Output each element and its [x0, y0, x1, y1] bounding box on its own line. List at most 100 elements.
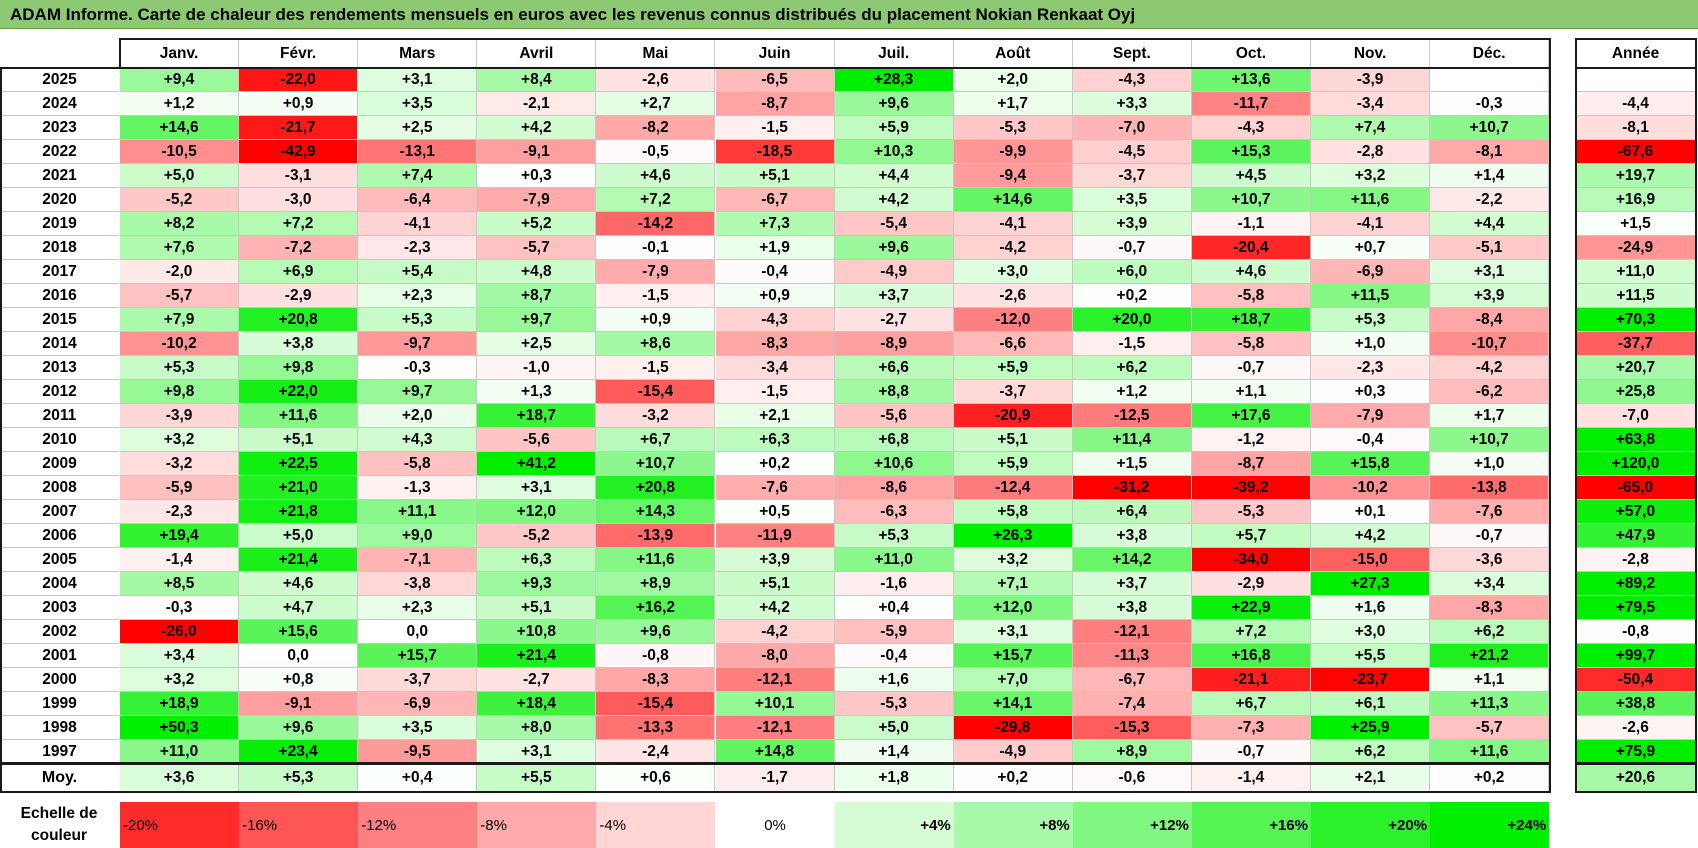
heatmap-cell: -22,0 [239, 68, 359, 92]
heatmap-cell: +5,0 [239, 524, 359, 548]
row-year-label: 2019 [0, 212, 119, 236]
column-header: Févr. [239, 40, 359, 68]
heatmap-cell: +3,8 [239, 332, 359, 356]
heatmap-cell: +1,1 [1191, 380, 1311, 404]
heatmap-cell: +2,0 [358, 404, 478, 428]
heatmap-cell: -9,9 [953, 140, 1073, 164]
heatmap-cell: +8,2 [120, 212, 240, 236]
heatmap-cell: -3,4 [1311, 92, 1431, 116]
heatmap-cell: -5,3 [834, 692, 954, 716]
heatmap-cell: +0,3 [1311, 380, 1431, 404]
heatmap-cell: +18,4 [477, 692, 597, 716]
heatmap-cell: -9,5 [358, 740, 478, 764]
heatmap-cell: -4,1 [1311, 212, 1431, 236]
annual-cell: -8,1 [1576, 116, 1696, 140]
heatmap-cell: -5,3 [1191, 500, 1311, 524]
annual-cell: -4,4 [1576, 92, 1696, 116]
heatmap-cell: +18,7 [477, 404, 597, 428]
heatmap-cell: -5,2 [120, 188, 240, 212]
heatmap-cell: -0,7 [1191, 356, 1311, 380]
heatmap-cell: +3,5 [358, 716, 478, 740]
heatmap-cell: +2,3 [358, 596, 478, 620]
heatmap-cell: -12,1 [715, 668, 835, 692]
heatmap-cell: -3,6 [1430, 548, 1550, 572]
heatmap-cell: -6,9 [1311, 260, 1431, 284]
heatmap-cell: -8,7 [1191, 452, 1311, 476]
heatmap-cell: +5,3 [834, 524, 954, 548]
heatmap-cell: +9,8 [120, 380, 240, 404]
heatmap-cell: -21,7 [239, 116, 359, 140]
heatmap-cell: +11,1 [358, 500, 478, 524]
annual-cell: -65,0 [1576, 476, 1696, 500]
heatmap-cell: -4,2 [953, 236, 1073, 260]
heatmap-cell: -31,2 [1072, 476, 1192, 500]
heatmap-cell: +2,5 [358, 116, 478, 140]
row-year-label: 1998 [0, 716, 119, 740]
color-scale-swatch: -12% [358, 802, 478, 848]
heatmap-cell: +12,0 [477, 500, 597, 524]
row-year-label: 2008 [0, 476, 119, 500]
heatmap-cell: +3,5 [358, 92, 478, 116]
heatmap-cell: -20,4 [1191, 236, 1311, 260]
column-header: Déc. [1430, 40, 1550, 68]
heatmap-cell: +4,7 [239, 596, 359, 620]
annual-cell: +120,0 [1576, 452, 1696, 476]
heatmap-cell: +0,3 [477, 164, 597, 188]
heatmap-cell: +9,0 [358, 524, 478, 548]
heatmap-cell: -4,3 [1191, 116, 1311, 140]
heatmap-cell: -12,1 [715, 716, 835, 740]
heatmap-cell: +6,7 [596, 428, 716, 452]
heatmap-cell: -13,8 [1430, 476, 1550, 500]
heatmap-cell: +11,6 [1311, 188, 1431, 212]
heatmap-cell: -4,1 [953, 212, 1073, 236]
annual-cell: +99,7 [1576, 644, 1696, 668]
heatmap-cell: -10,2 [1311, 476, 1431, 500]
heatmap-cell: +1,5 [1072, 452, 1192, 476]
heatmap-cell: +20,0 [1072, 308, 1192, 332]
heatmap-cell: +8,4 [477, 68, 597, 92]
heatmap-cell: -4,9 [834, 260, 954, 284]
heatmap-cell: -3,2 [120, 452, 240, 476]
heatmap-cell: +9,3 [477, 572, 597, 596]
annual-cell: +19,7 [1576, 164, 1696, 188]
heatmap-cell: +2,5 [477, 332, 597, 356]
heatmap-cell: -10,7 [1430, 332, 1550, 356]
heatmap-cell: +5,3 [120, 356, 240, 380]
heatmap-cell: +3,8 [1072, 596, 1192, 620]
heatmap-cell: +16,8 [1191, 644, 1311, 668]
heatmap-cell: +7,3 [715, 212, 835, 236]
heatmap-cell: +3,4 [120, 644, 240, 668]
heatmap-cell: +6,1 [1311, 692, 1431, 716]
heatmap-cell: -5,9 [834, 620, 954, 644]
heatmap-cell: -7,9 [1311, 404, 1431, 428]
heatmap-cell: -3,1 [239, 164, 359, 188]
column-header: Août [953, 40, 1073, 68]
average-row-label: Moy. [0, 764, 119, 792]
heatmap-cell: +11,6 [596, 548, 716, 572]
color-scale-swatch: +16% [1191, 802, 1311, 848]
heatmap-cell: +1,0 [1311, 332, 1431, 356]
heatmap-cell: -8,2 [596, 116, 716, 140]
heatmap-cell: +11,0 [834, 548, 954, 572]
heatmap-cell: +7,4 [1311, 116, 1431, 140]
heatmap-cell: -7,3 [1191, 716, 1311, 740]
heatmap-cell: -0,7 [1191, 740, 1311, 764]
heatmap-cell: +9,4 [120, 68, 240, 92]
average-cell: +3,6 [120, 764, 240, 792]
color-scale-swatch: -8% [477, 802, 597, 848]
heatmap-cell: 0,0 [239, 644, 359, 668]
heatmap-cell: -8,6 [834, 476, 954, 500]
column-header: Sept. [1072, 40, 1192, 68]
heatmap-cell: 0,0 [358, 620, 478, 644]
row-year-label: 2014 [0, 332, 119, 356]
heatmap-cell: +4,2 [715, 596, 835, 620]
row-year-label: 2000 [0, 668, 119, 692]
heatmap-cell: +1,0 [1430, 452, 1550, 476]
heatmap-cell: +1,2 [120, 92, 240, 116]
heatmap-cell: -0,4 [715, 260, 835, 284]
heatmap-cell: -9,4 [953, 164, 1073, 188]
heatmap-cell: -13,1 [358, 140, 478, 164]
heatmap-cell: -8,4 [1430, 308, 1550, 332]
heatmap-cell: +6,3 [715, 428, 835, 452]
heatmap-cell: +2,0 [953, 68, 1073, 92]
